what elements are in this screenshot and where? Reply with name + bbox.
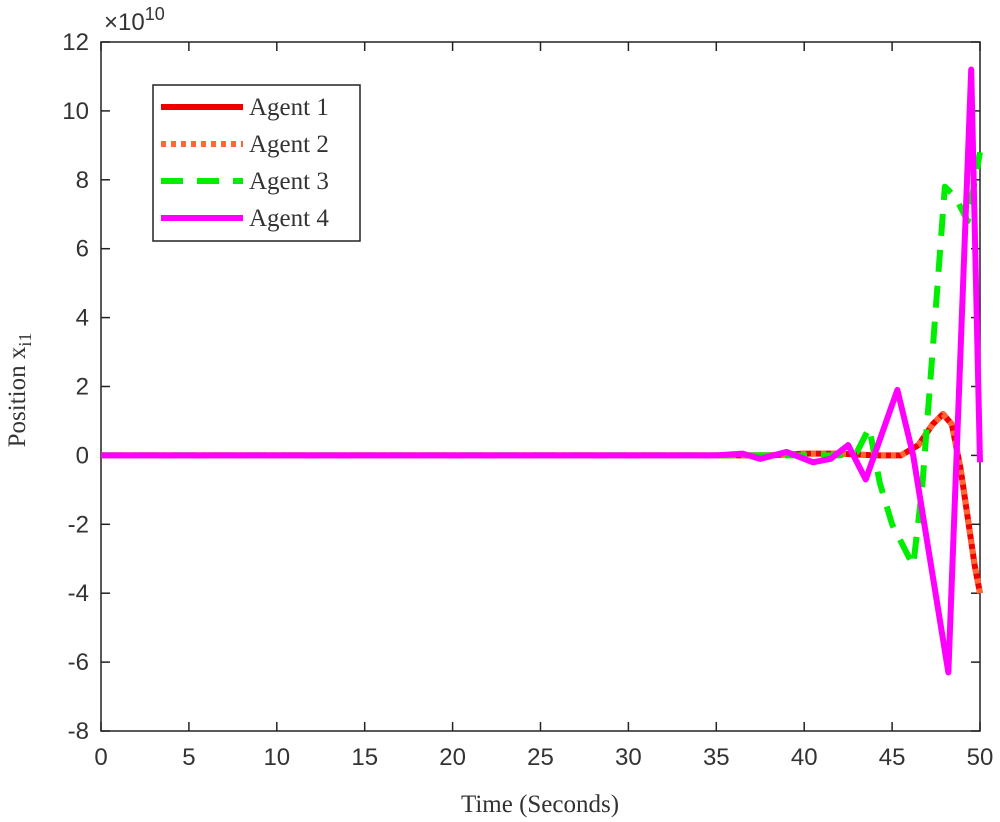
y-axis-label-sub: i1 [15, 333, 35, 347]
x-tick-label: 10 [263, 744, 290, 771]
x-tick-label: 25 [527, 744, 554, 771]
x-tick-label: 50 [967, 744, 994, 771]
series-line [101, 151, 983, 569]
x-tick-label: 20 [439, 744, 466, 771]
series-line [101, 66, 983, 676]
y-tick-label: -4 [68, 580, 89, 607]
legend-label: Agent 2 [249, 131, 329, 158]
y-tick-label: 2 [76, 374, 89, 401]
x-tick-label: 35 [703, 744, 730, 771]
y-exponent-power: 10 [145, 4, 165, 24]
y-exponent-base: ×10 [104, 9, 145, 36]
x-tick-label: 5 [182, 744, 195, 771]
x-tick-label: 45 [879, 744, 906, 771]
y-tick-label: 8 [76, 167, 89, 194]
legend-label: Agent 4 [249, 205, 329, 232]
y-tick-label: 10 [62, 98, 89, 125]
series-line [101, 411, 983, 594]
y-axis-label: Position xi1 [4, 333, 35, 448]
y-tick-label: 0 [76, 442, 89, 469]
x-tick-label: 40 [791, 744, 818, 771]
y-exponent: ×1010 [104, 4, 165, 36]
y-tick-label: -2 [68, 511, 89, 538]
legend-label: Agent 1 [249, 94, 329, 121]
x-tick-label: 0 [94, 744, 107, 771]
y-tick-label: -6 [68, 649, 89, 676]
x-tick-label: 15 [351, 744, 378, 771]
x-tick-label: 30 [615, 744, 642, 771]
y-tick-label: 6 [76, 236, 89, 263]
x-axis-label: Time (Seconds) [461, 791, 619, 818]
y-axis-label-main: Position x [4, 346, 31, 447]
y-tick-label: -8 [68, 718, 89, 745]
y-tick-label: 12 [62, 29, 89, 56]
legend-label: Agent 3 [249, 168, 329, 195]
y-tick-label: 4 [76, 305, 89, 332]
